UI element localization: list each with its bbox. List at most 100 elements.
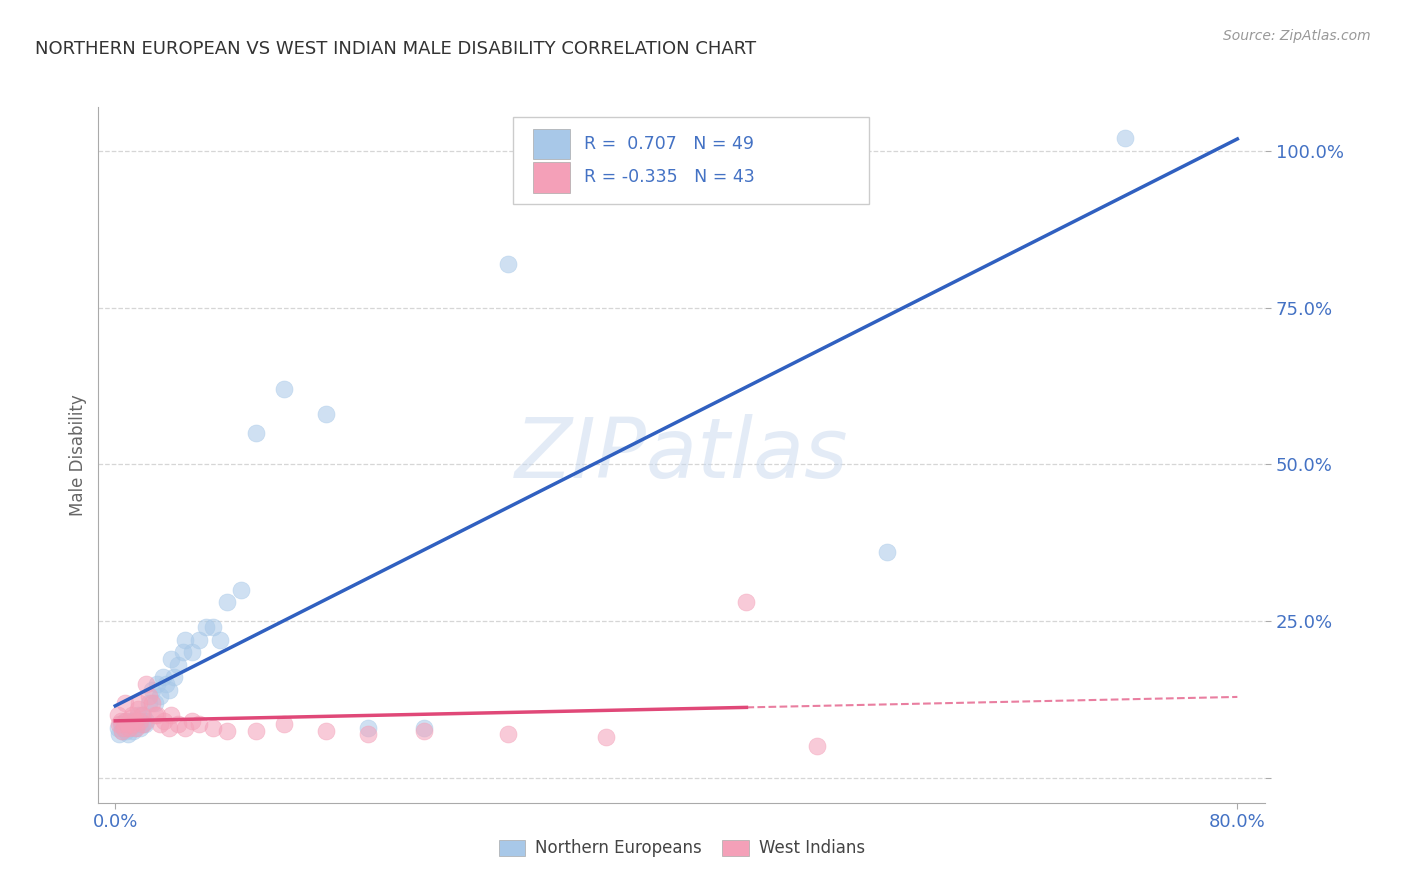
Point — [157, 721, 180, 735]
Point — [412, 721, 434, 735]
Point — [132, 717, 155, 731]
Point — [153, 714, 176, 729]
Point — [127, 708, 149, 723]
Point — [202, 620, 225, 634]
Point — [138, 696, 160, 710]
Point — [129, 714, 152, 729]
Point — [138, 690, 160, 704]
Point — [315, 407, 337, 421]
FancyBboxPatch shape — [513, 118, 869, 204]
Point — [188, 717, 211, 731]
Text: ZIPatlas: ZIPatlas — [515, 415, 849, 495]
Point — [135, 714, 157, 729]
Point — [217, 723, 239, 738]
Point — [120, 711, 142, 725]
Point — [167, 657, 190, 672]
Point — [121, 714, 143, 729]
Point — [122, 717, 145, 731]
Point — [595, 730, 617, 744]
Point — [111, 723, 134, 738]
Y-axis label: Male Disability: Male Disability — [69, 394, 87, 516]
Point — [115, 723, 138, 738]
Point — [174, 632, 197, 647]
Point — [357, 727, 380, 741]
Point — [412, 723, 434, 738]
Point — [114, 696, 136, 710]
Point — [128, 696, 150, 710]
Point — [149, 717, 172, 731]
Point — [108, 727, 131, 741]
Point — [124, 714, 146, 729]
Point — [181, 714, 204, 729]
Point — [496, 727, 519, 741]
Point — [181, 645, 204, 659]
Point — [114, 714, 136, 729]
Point — [118, 721, 141, 735]
Point — [152, 670, 174, 684]
Point — [146, 708, 169, 723]
FancyBboxPatch shape — [533, 162, 569, 193]
Legend: Northern Europeans, West Indians: Northern Europeans, West Indians — [492, 833, 872, 864]
Point — [110, 714, 132, 729]
Point — [876, 545, 898, 559]
Point — [273, 717, 295, 731]
FancyBboxPatch shape — [533, 128, 569, 159]
Point — [107, 721, 129, 735]
Point — [217, 595, 239, 609]
Point — [163, 670, 186, 684]
Text: R =  0.707   N = 49: R = 0.707 N = 49 — [583, 135, 754, 153]
Point — [231, 582, 253, 597]
Point — [195, 620, 218, 634]
Point — [160, 651, 183, 665]
Text: R = -0.335   N = 43: R = -0.335 N = 43 — [583, 169, 755, 186]
Point — [149, 690, 172, 704]
Point — [245, 723, 267, 738]
Point — [496, 257, 519, 271]
Point — [273, 382, 295, 396]
Point — [122, 723, 145, 738]
Text: NORTHERN EUROPEAN VS WEST INDIAN MALE DISABILITY CORRELATION CHART: NORTHERN EUROPEAN VS WEST INDIAN MALE DI… — [35, 40, 756, 58]
Point — [188, 632, 211, 647]
Point — [120, 717, 142, 731]
Point — [146, 676, 169, 690]
Point — [172, 645, 194, 659]
Point — [129, 721, 152, 735]
Point — [124, 721, 146, 735]
Point — [121, 708, 143, 723]
Point — [202, 721, 225, 735]
Point — [107, 708, 129, 723]
Point — [141, 683, 163, 698]
Point — [167, 717, 190, 731]
Point — [127, 702, 149, 716]
Point — [132, 708, 155, 723]
Point — [160, 708, 183, 723]
Point — [315, 723, 337, 738]
Point — [110, 717, 132, 731]
Point — [735, 595, 758, 609]
Point — [134, 717, 156, 731]
Point — [111, 723, 134, 738]
Point — [209, 632, 232, 647]
Point — [108, 717, 131, 731]
Point — [125, 717, 148, 731]
Point — [131, 708, 153, 723]
Point — [806, 739, 828, 754]
Point — [117, 727, 139, 741]
Point — [143, 708, 166, 723]
Point — [117, 717, 139, 731]
Point — [141, 696, 163, 710]
Point — [118, 721, 141, 735]
Point — [157, 683, 180, 698]
Point — [143, 696, 166, 710]
Point — [131, 717, 153, 731]
Point — [128, 714, 150, 729]
Point — [357, 721, 380, 735]
Point — [135, 676, 157, 690]
Point — [115, 714, 138, 729]
Point — [245, 425, 267, 440]
Text: Source: ZipAtlas.com: Source: ZipAtlas.com — [1223, 29, 1371, 43]
Point — [174, 721, 197, 735]
Point — [112, 721, 135, 735]
Point — [125, 721, 148, 735]
Point — [1114, 131, 1136, 145]
